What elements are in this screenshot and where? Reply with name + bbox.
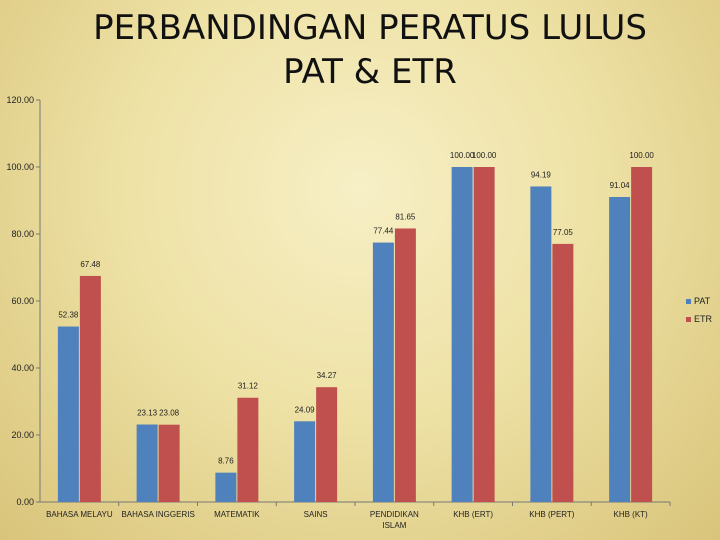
- bar-pat: [294, 421, 316, 502]
- data-label-pat: 100.00: [450, 151, 475, 160]
- legend-label-etr: ETR: [694, 314, 713, 324]
- data-label-etr: 81.65: [395, 212, 416, 221]
- x-category-label: BAHASA MELAYU: [46, 510, 113, 519]
- y-tick-label: 100.00: [6, 162, 34, 172]
- chart-axes: 0.00 20.00 40.00 60.00 80.00 100.00 120.00 BAHA…: [6, 95, 671, 530]
- data-label-pat: 77.44: [373, 227, 394, 236]
- bar-etr: [394, 228, 416, 502]
- chart-data-labels: 52.38 23.13 8.76 24.09 77.44 100.00 94.19 91.04…: [58, 151, 654, 466]
- data-label-etr: 34.27: [317, 371, 338, 380]
- x-category-label: MATEMATIK: [214, 510, 260, 519]
- x-category-label: KHB (PERT): [529, 510, 575, 519]
- x-category-label: SAINS: [304, 510, 328, 519]
- bar-etr: [79, 275, 101, 502]
- chart-legend: PAT ETR: [686, 296, 713, 324]
- chart-title: PERBANDINGAN PERATUS LULUS PAT & ETR: [60, 6, 680, 94]
- x-category-label: KHB (ERT): [453, 510, 493, 519]
- legend-swatch-etr: [686, 317, 691, 322]
- y-tick-label: 40.00: [11, 363, 34, 373]
- data-label-pat: 52.38: [58, 311, 79, 320]
- bar-etr: [552, 243, 574, 502]
- chart-title-line-2: PAT & ETR: [283, 52, 457, 92]
- bar-etr: [158, 424, 180, 502]
- chart-bars: [57, 167, 653, 503]
- bar-etr: [237, 397, 259, 502]
- bar-pat: [609, 197, 631, 503]
- y-tick-label: 60.00: [11, 296, 34, 306]
- y-tick-label: 80.00: [11, 229, 34, 239]
- data-label-pat: 23.13: [137, 409, 158, 418]
- x-category-label: BAHASA INGGERIS: [121, 510, 194, 519]
- y-tick-label: 0.00: [16, 497, 34, 507]
- y-tick-label: 20.00: [11, 430, 34, 440]
- data-label-etr: 67.48: [80, 260, 101, 269]
- bar-pat: [215, 472, 237, 502]
- data-label-etr: 100.00: [629, 151, 654, 160]
- chart-title-line-1: PERBANDINGAN PERATUS LULUS: [93, 8, 647, 48]
- data-label-pat: 8.76: [218, 457, 234, 466]
- data-label-etr: 23.08: [159, 409, 180, 418]
- data-label-etr: 77.05: [553, 228, 574, 237]
- data-label-pat: 94.19: [531, 170, 552, 179]
- bar-pat: [136, 424, 158, 502]
- y-tick-label: 120.00: [6, 95, 34, 105]
- x-category-label: ISLAM: [382, 521, 406, 530]
- bar-etr: [316, 387, 338, 502]
- data-label-etr: 100.00: [472, 151, 497, 160]
- bar-etr: [631, 167, 653, 502]
- bar-pat: [372, 242, 394, 503]
- legend-swatch-pat: [686, 299, 691, 304]
- x-category-label: KHB (KT): [614, 510, 649, 519]
- data-label-etr: 31.12: [238, 382, 259, 391]
- bar-pat: [57, 326, 79, 502]
- bar-pat: [451, 167, 473, 502]
- data-label-pat: 91.04: [610, 181, 631, 190]
- bar-pat: [530, 186, 552, 502]
- bar-etr: [473, 167, 495, 502]
- legend-label-pat: PAT: [694, 296, 711, 306]
- data-label-pat: 24.09: [295, 405, 316, 414]
- x-category-label: PENDIDIKAN: [370, 510, 419, 519]
